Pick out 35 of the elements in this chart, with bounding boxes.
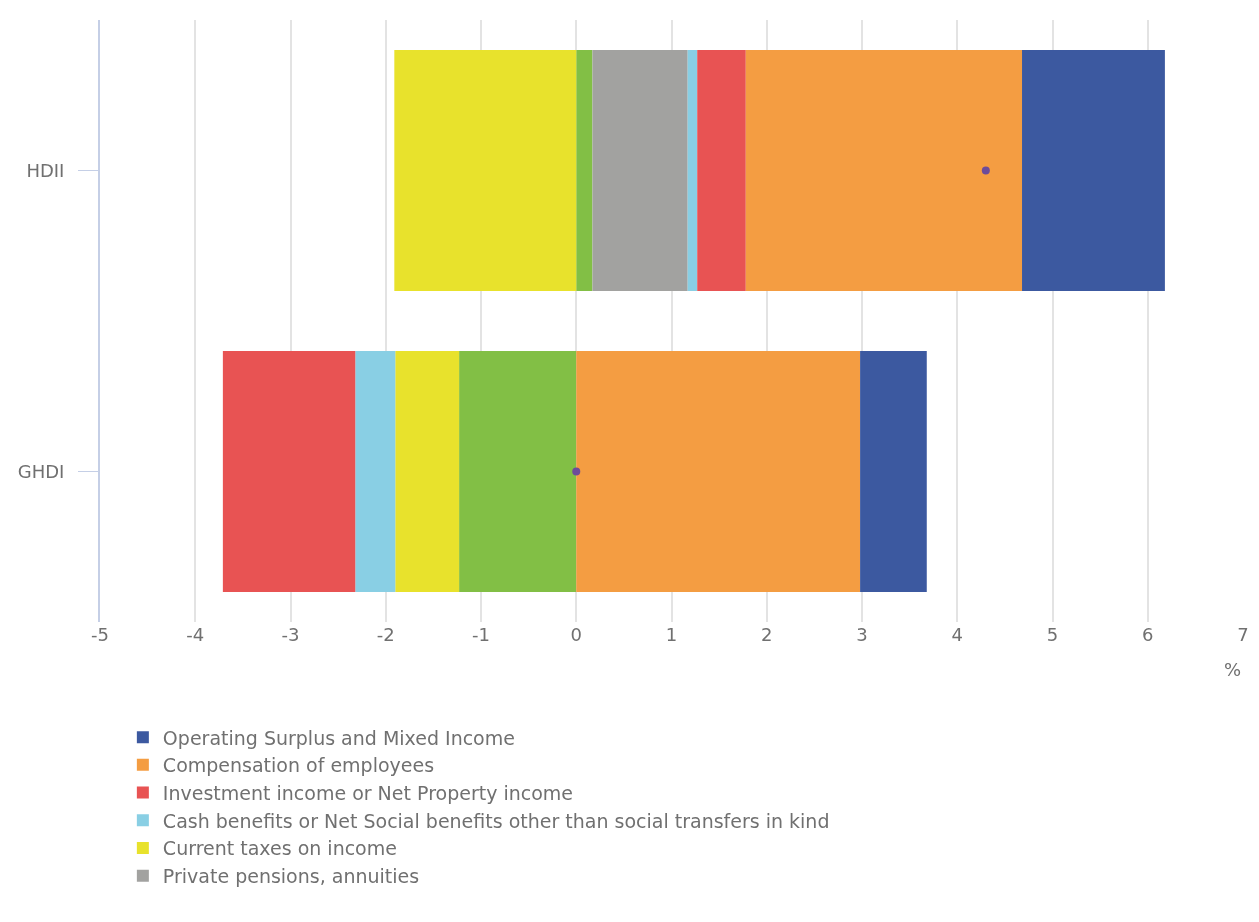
x-tick-label: 7 bbox=[1237, 624, 1249, 645]
legend-label: Compensation of employees bbox=[162, 754, 435, 777]
bar bbox=[697, 50, 746, 291]
x-tick-label: 6 bbox=[1142, 624, 1154, 645]
bar bbox=[576, 50, 593, 291]
legend-label: Investment income or Net Property income bbox=[162, 781, 574, 804]
bar bbox=[592, 50, 688, 291]
bar bbox=[394, 50, 577, 291]
x-tick-label: -5 bbox=[91, 624, 109, 645]
legend-label: Current taxes on income bbox=[162, 837, 397, 860]
y-tick-label: GHDI bbox=[17, 460, 65, 482]
bar bbox=[745, 50, 1023, 291]
bar bbox=[222, 351, 356, 592]
x-tick-label: -2 bbox=[376, 624, 395, 645]
x-tick-label: 3 bbox=[856, 624, 868, 645]
x-tick-label: 0 bbox=[570, 624, 582, 645]
bar bbox=[459, 351, 577, 592]
legend-label: Operating Surplus and Mixed Income bbox=[162, 726, 515, 749]
bar bbox=[687, 50, 698, 291]
y-tick-label: HDII bbox=[26, 159, 65, 181]
x-axis-title: % bbox=[1224, 659, 1242, 680]
x-tick-label: -3 bbox=[281, 624, 300, 645]
x-tick-label: 4 bbox=[951, 624, 963, 645]
x-tick-label: 5 bbox=[1046, 624, 1059, 645]
x-tick-label: -1 bbox=[472, 624, 490, 645]
bar bbox=[860, 351, 927, 592]
bar bbox=[395, 351, 460, 592]
x-tick-label: 1 bbox=[665, 624, 678, 645]
bar bbox=[576, 351, 861, 592]
legend-label: Private pensions, annuities bbox=[162, 865, 420, 888]
legend-label: Cash benefits or Net Social benefits other than social transfers in kind bbox=[162, 809, 830, 832]
bar bbox=[355, 351, 396, 592]
bar bbox=[1022, 50, 1165, 291]
x-tick-label: 2 bbox=[761, 624, 773, 645]
x-tick-label: -4 bbox=[186, 624, 205, 645]
